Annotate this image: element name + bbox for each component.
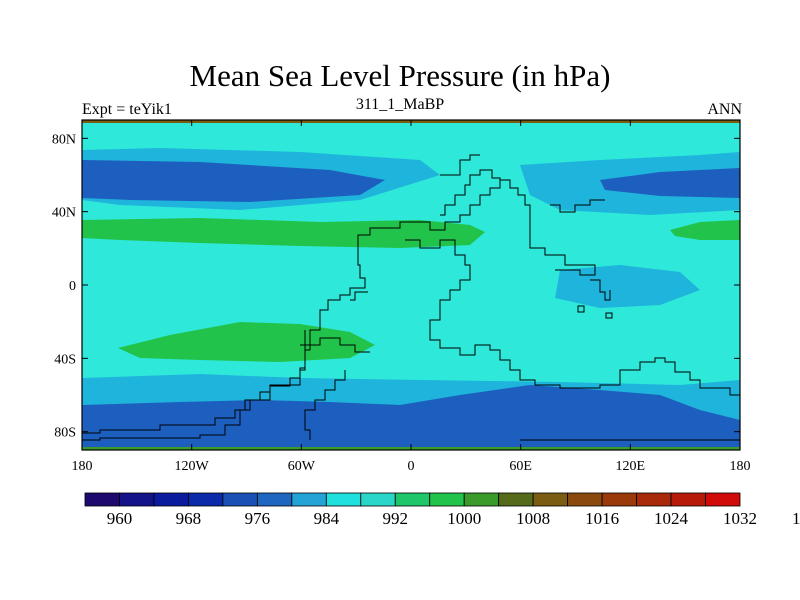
colorbar-box bbox=[360, 492, 396, 507]
y-tick-label: 80S bbox=[54, 426, 76, 441]
colorbar-box bbox=[291, 492, 327, 507]
colorbar-box bbox=[463, 492, 500, 507]
coastlines bbox=[82, 154, 740, 441]
pressure-contours-1008 bbox=[82, 218, 740, 362]
colorbar-label: 992 bbox=[383, 509, 409, 528]
x-tick-label: 60E bbox=[509, 459, 532, 474]
x-axis-ticks: 180 120W 60W 0 60E 120E 180 bbox=[72, 120, 751, 474]
colorbar-label: 1000 bbox=[447, 509, 481, 528]
colorbar-box bbox=[636, 492, 672, 507]
colorbar-box bbox=[84, 492, 120, 507]
colorbar-box bbox=[188, 492, 224, 507]
y-axis-ticks: 80N 40N 0 40S 80S bbox=[52, 132, 740, 441]
colorbar-label: 968 bbox=[176, 509, 202, 528]
colorbar: 960 968 976 984 992 1000 1008 1016 1024 1032 1040 bbox=[84, 492, 800, 528]
colorbar-label: 1032 bbox=[723, 509, 757, 528]
y-tick-label: 0 bbox=[69, 279, 76, 294]
x-tick-label: 120W bbox=[175, 459, 210, 474]
colorbar-box bbox=[705, 492, 741, 507]
colorbar-box bbox=[429, 492, 465, 507]
y-tick-label: 80N bbox=[52, 132, 76, 147]
colorbar-box bbox=[256, 492, 293, 507]
colorbar-box bbox=[532, 492, 569, 507]
colorbar-box bbox=[153, 492, 189, 507]
x-tick-label: 180 bbox=[730, 459, 751, 474]
x-tick-label: 120E bbox=[616, 459, 646, 474]
colorbar-label: 1008 bbox=[516, 509, 550, 528]
colorbar-label: 984 bbox=[314, 509, 340, 528]
colorbar-label: 1016 bbox=[585, 509, 619, 528]
colorbar-box bbox=[670, 492, 706, 507]
y-tick-label: 40N bbox=[52, 206, 76, 221]
colorbar-label: 1024 bbox=[654, 509, 689, 528]
time-label: 311_1_MaBP bbox=[355, 96, 445, 113]
colorbar-box bbox=[567, 492, 603, 507]
colorbar-label: 976 bbox=[245, 509, 271, 528]
colorbar-box bbox=[601, 492, 637, 507]
colorbar-box bbox=[498, 492, 534, 507]
pressure-contours-984 bbox=[82, 160, 740, 450]
colorbar-label: 1040 bbox=[792, 509, 800, 528]
x-tick-label: 60W bbox=[288, 459, 316, 474]
colorbar-box bbox=[394, 492, 431, 507]
y-tick-label: 40S bbox=[54, 352, 76, 367]
colorbar-box bbox=[222, 492, 258, 507]
map-title: Mean Sea Level Pressure (in hPa) bbox=[189, 58, 611, 93]
colorbar-box bbox=[119, 492, 155, 507]
x-tick-label: 180 bbox=[72, 459, 93, 474]
colorbar-label: 960 bbox=[107, 509, 133, 528]
colorbar-box bbox=[325, 492, 362, 507]
experiment-label: Expt = teYik1 bbox=[82, 101, 172, 118]
season-label: ANN bbox=[707, 101, 742, 118]
x-tick-label: 0 bbox=[408, 459, 415, 474]
